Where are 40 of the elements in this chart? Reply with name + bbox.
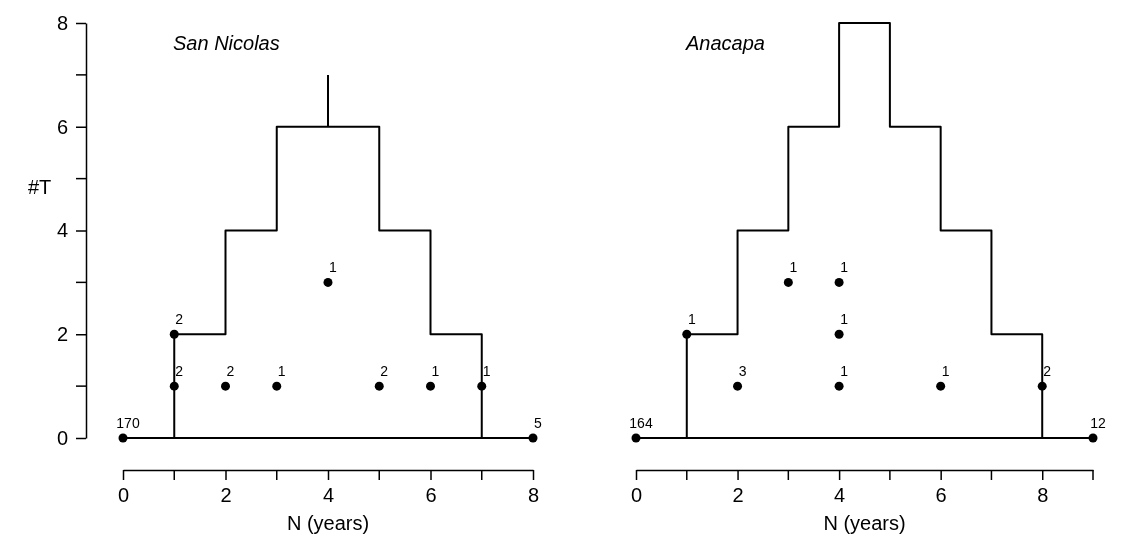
annotation: 2	[1043, 363, 1052, 380]
x-tick-label: 4	[834, 484, 846, 507]
x-tick-label: 6	[425, 484, 437, 507]
annotation: 1	[840, 311, 849, 328]
annotation: 1	[482, 363, 491, 380]
annotation: 2	[380, 363, 389, 380]
x-tick-label: 8	[1037, 484, 1049, 507]
annotation: 170	[116, 415, 140, 431]
annotation: 1	[329, 259, 338, 276]
y-tick-label: 6	[56, 115, 68, 138]
text: San Nicolas	[173, 32, 280, 54]
y-tick-label: 8	[56, 11, 68, 34]
x-tick-label: 2	[220, 484, 232, 507]
annotation: 1	[941, 363, 950, 380]
annotation: 2	[226, 363, 235, 380]
annotation: 164	[629, 415, 653, 431]
annotation: 2	[175, 363, 184, 380]
annotation: 1	[687, 311, 696, 328]
annotation: 2	[175, 311, 184, 328]
annotation: 1	[840, 363, 849, 380]
annotation: 12	[1090, 415, 1106, 431]
y-tick-label: 4	[56, 219, 68, 242]
x-tick-label: 0	[630, 484, 643, 507]
x-tick-label: 8	[527, 484, 540, 507]
x-tick-label: 2	[732, 484, 744, 507]
x-axis-title: N (years)	[823, 512, 906, 534]
annotation: 3	[738, 363, 747, 380]
x-tick-label: 4	[322, 484, 335, 507]
annotation: 1	[840, 259, 849, 276]
x-tick-label: 6	[935, 484, 947, 507]
annotation: 1	[431, 363, 440, 380]
annotation: 1	[277, 363, 286, 380]
y-axis-title: #T	[28, 176, 52, 198]
annotation: 1	[789, 259, 798, 276]
text: Anacapa	[685, 32, 765, 54]
annotation: 5	[534, 415, 543, 431]
y-tick-label: 2	[56, 323, 68, 346]
y-tick-label: 0	[56, 426, 68, 449]
x-axis-title: N (years)	[286, 512, 370, 534]
x-tick-label: 0	[117, 484, 130, 507]
